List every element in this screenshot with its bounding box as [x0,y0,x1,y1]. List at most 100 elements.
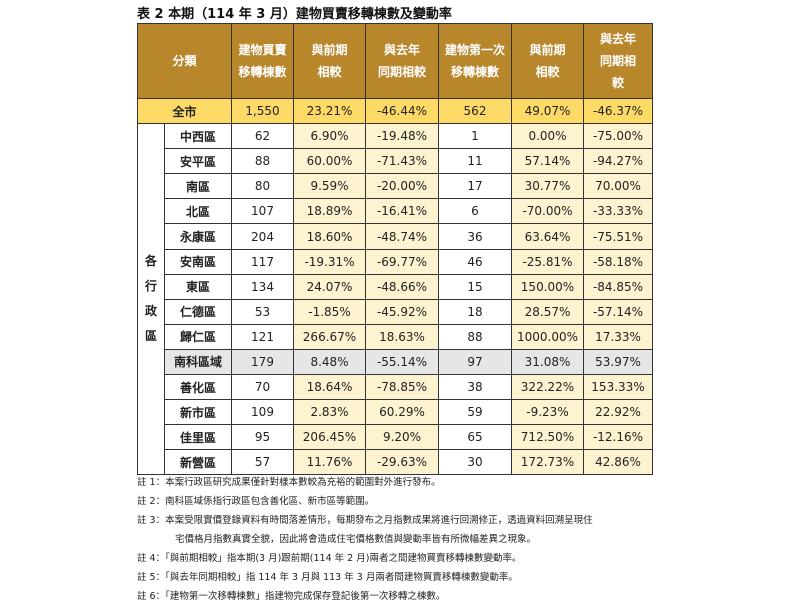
table-cell: -45.92% [365,298,439,325]
table-cell: 30 [438,449,512,476]
table-cell: 59 [438,399,512,426]
table-cell: 53.97% [583,348,653,376]
table-cell: 1000.00% [511,323,584,350]
table-cell: 88 [231,148,294,175]
district-name: 新營區 [164,449,232,476]
table-cell: 60.00% [293,148,366,175]
total-cell: 49.07% [511,97,584,125]
table-cell: 2.83% [293,399,366,426]
table-header-row: 分類 建物買賣 移轉棟數 與前期 相較 與去年 同期相較 建物第一次 移轉棟數 與前期相… [137,23,653,99]
table-cell: -19.31% [293,248,366,275]
table-cell: 322.22% [511,374,584,401]
table-cell: 30.77% [511,173,584,200]
table-cell: -75.51% [583,223,653,250]
table-cell: 95 [231,424,294,451]
table-cell: 18.60% [293,223,366,250]
header-col2: 與前期 相較 [293,23,366,99]
footnotes: 註 1：本案行政區研究成果僅針對樣本數較為充裕的範圍對外進行發布。 註 2：南科… [137,473,593,606]
table-cell: 80 [231,173,294,200]
district-name: 永康區 [164,223,232,250]
table-row: 南科區域 179 8.48% -55.14% 97 31.08% 53.97% [138,348,653,376]
table-cell: -48.66% [365,273,439,300]
table-cell: 712.50% [511,424,584,451]
table-cell: 57.14% [511,148,584,175]
header-col5: 與前期 相較 [511,23,584,99]
table-row: 北區 107 18.89% -16.41% 6 -70.00% -33.33% [138,198,653,225]
table-row: 安南區 117 -19.31% -69.77% 46 -25.81% -58.18% [138,248,653,275]
table-cell: -57.14% [583,298,653,325]
district-name: 仁德區 [164,298,232,325]
table-cell: -48.74% [365,223,439,250]
table-cell: -16.41% [365,198,439,225]
total-cell: 562 [438,97,512,125]
table-cell: 179 [231,348,294,376]
table-cell: -69.77% [365,248,439,275]
table-cell: 172.73% [511,449,584,476]
table-row: 仁德區 53 -1.85% -45.92% 18 28.57% -57.14% [138,298,653,325]
table-cell: -20.00% [365,173,439,200]
total-cell: 1,550 [231,97,294,125]
table-cell: -1.85% [293,298,366,325]
table-cell: 11 [438,148,512,175]
table-row: 新營區 57 11.76% -29.63% 30 172.73% 42.86% [138,449,653,476]
table-cell: 18.89% [293,198,366,225]
table-cell: -29.63% [365,449,439,476]
district-name: 東區 [164,273,232,300]
table-row: 安平區 88 60.00% -71.43% 11 57.14% -94.27% [138,148,653,175]
footnote: 註 1：本案行政區研究成果僅針對樣本數較為充裕的範圍對外進行發布。 [137,477,441,488]
table-cell: 6.90% [293,123,366,150]
header-col1: 建物買賣 移轉棟數 [231,23,294,99]
table-cell: 18 [438,298,512,325]
district-name: 安平區 [164,148,232,175]
table-cell: -55.14% [365,348,439,376]
table-cell: -25.81% [511,248,584,275]
table-cell: 22.92% [583,399,653,426]
header-col6: 與去年 同期相較 [583,23,653,99]
table-title: 表 2 本期（114 年 3 月）建物買賣移轉棟數及變動率 [137,7,452,22]
district-name: 佳里區 [164,424,232,451]
total-name: 全市 [137,97,232,125]
table-cell: 70 [231,374,294,401]
table-cell: -94.27% [583,148,653,175]
district-name: 善化區 [164,374,232,401]
table-cell: 9.20% [365,424,439,451]
table-cell: -78.85% [365,374,439,401]
footnote: 註 3：本案受限實價登錄資料有時間落差情形，每期發布之月指數成果將進行回溯修正，… [137,515,593,526]
table-cell: 60.29% [365,399,439,426]
table-cell: 36 [438,223,512,250]
table-cell: 70.00% [583,173,653,200]
table-cell: 109 [231,399,294,426]
group-label: 各行政區 [137,123,165,476]
table-cell: 97 [438,348,512,376]
total-cell: -46.37% [583,97,653,125]
table-cell: 42.86% [583,449,653,476]
table-row: 南區 80 9.59% -20.00% 17 30.77% 70.00% [138,173,653,200]
table-cell: 266.67% [293,323,366,350]
table-cell: -12.16% [583,424,653,451]
table-cell: 57 [231,449,294,476]
district-name: 歸仁區 [164,323,232,350]
table-cell: -70.00% [511,198,584,225]
district-rows: 各行政區中西區 62 6.90% -19.48% 1 0.00% -75.00% 安平區 88 6… [137,123,653,476]
table-cell: -71.43% [365,148,439,175]
table-cell: 150.00% [511,273,584,300]
district-name: 北區 [164,198,232,225]
table-cell: 63.64% [511,223,584,250]
table-cell: 8.48% [293,348,366,376]
district-name: 南區 [164,173,232,200]
table-cell: 117 [231,248,294,275]
table-row: 佳里區 95 206.45% 9.20% 65 712.50% -12.16% [138,424,653,451]
table-cell: 31.08% [511,348,584,376]
table-cell: 62 [231,123,294,150]
district-name: 南科區域 [164,348,232,376]
table-cell: 134 [231,273,294,300]
table-cell: 206.45% [293,424,366,451]
table-cell: 17.33% [583,323,653,350]
table-cell: 53 [231,298,294,325]
table-cell: -84.85% [583,273,653,300]
table-row: 東區 134 24.07% -48.66% 15 150.00% -84.85% [138,273,653,300]
table-cell: -19.48% [365,123,439,150]
table-cell: 0.00% [511,123,584,150]
table-cell: -9.23% [511,399,584,426]
table-cell: 17 [438,173,512,200]
